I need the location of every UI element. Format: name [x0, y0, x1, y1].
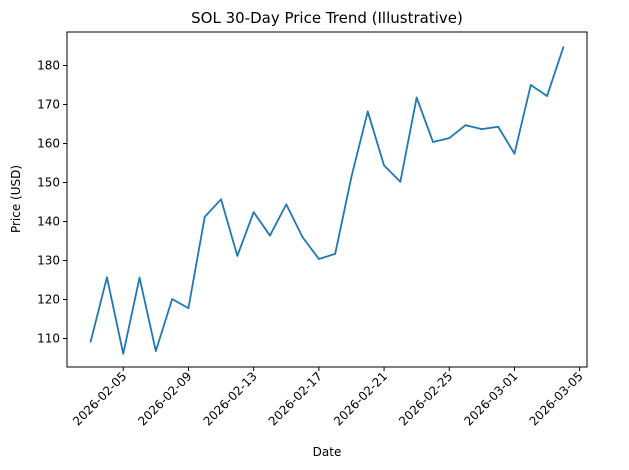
data-point [399, 180, 402, 183]
data-point [203, 215, 206, 218]
y-tick-label: 130 [37, 254, 60, 268]
data-point [562, 46, 565, 49]
data-point [252, 211, 255, 214]
data-point [220, 198, 222, 201]
data-point [269, 234, 271, 237]
y-axis-ticks: 110 120 130 140 150 160 170 180 [37, 59, 67, 346]
y-tick-label: 110 [37, 332, 60, 346]
plot-frame [66, 31, 588, 368]
data-point [334, 253, 337, 255]
data-point [171, 298, 174, 301]
data-point [513, 152, 516, 155]
data-point [464, 124, 467, 127]
data-point [448, 137, 451, 139]
data-point [383, 164, 385, 167]
data-point [187, 307, 190, 310]
data-point [301, 236, 304, 239]
y-axis-title: Price (USD) [9, 165, 23, 233]
data-point [236, 254, 239, 257]
series-points [89, 46, 565, 355]
data-point [529, 84, 532, 86]
data-point [415, 96, 418, 99]
data-point [432, 141, 434, 143]
data-point [154, 350, 157, 352]
chart-title: SOL 30-Day Price Trend (Illustrative) [191, 9, 463, 27]
x-axis-title: Date [313, 445, 342, 459]
data-point [138, 276, 141, 279]
y-tick-label: 160 [37, 137, 60, 151]
y-tick-label: 170 [37, 98, 60, 112]
data-point [497, 125, 500, 128]
y-tick-label: 150 [37, 176, 60, 190]
data-point [89, 340, 92, 343]
data-point [480, 128, 483, 131]
data-point [546, 95, 548, 97]
series-line [89, 46, 565, 355]
data-point [122, 352, 125, 355]
data-point [317, 258, 320, 260]
y-tick-label: 140 [37, 215, 60, 229]
data-point [366, 110, 369, 113]
data-point [350, 175, 353, 178]
y-tick-label: 180 [37, 59, 60, 73]
data-point [106, 276, 108, 279]
data-point [285, 203, 288, 206]
y-tick-label: 120 [37, 293, 60, 307]
